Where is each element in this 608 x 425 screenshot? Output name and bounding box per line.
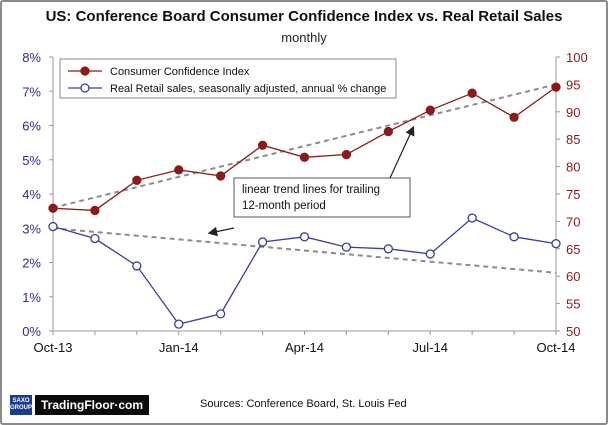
data-point [132,175,142,185]
annotation-text: linear trend lines for trailing [242,184,380,196]
y-left-tick-label: 5% [22,153,41,168]
data-point [551,239,561,249]
data-point [299,152,310,162]
annotation-text: 12-month period [242,200,326,212]
data-point [299,232,310,242]
y-right-tick-label: 80 [566,160,580,175]
y-right-tick-label: 50 [566,324,580,339]
data-point [174,319,184,329]
data-point [48,221,58,232]
x-tick-label: Oct-13 [33,340,72,355]
data-point [90,233,100,244]
legend-swatch-marker [80,83,90,93]
x-tick-label: Apr-14 [285,340,324,355]
y-right-tick-label: 75 [566,187,580,202]
y-left-tick-label: 8% [22,50,41,65]
data-point [257,140,268,150]
annotation-arrow [389,125,415,179]
data-point [425,249,435,259]
chart-title: US: Conference Board Consumer Confidence… [45,8,563,25]
y-right-tick-label: 55 [566,297,580,312]
data-point [341,149,352,160]
x-tick-label: Jan-14 [159,340,199,355]
y-left-tick-label: 2% [22,256,41,271]
data-point [509,232,519,242]
x-tick-label: Jul-14 [413,340,448,355]
legend-entry: Real Retail sales, seasonally adjusted, … [110,83,386,95]
chart-subtitle: monthly [281,30,327,45]
data-point [467,88,477,98]
legend-box [59,58,397,99]
logo-wordmark: TradingFloor·com [35,395,149,415]
data-point [509,112,519,122]
source-note: Sources: Conference Board, St. Louis Fed [200,398,407,410]
data-point [174,165,184,175]
logo-badge-line1: SAXO [12,398,30,404]
annotation-arrow [207,226,235,237]
y-left-tick-label: 7% [22,84,41,99]
data-point [383,126,393,137]
y-left-tick-label: 0% [22,324,41,339]
data-point [90,205,100,216]
trend-line [52,227,557,274]
saxo-group-badge: SAXO GROUP [10,395,32,415]
data-point [467,213,477,223]
y-left-tick-label: 3% [22,221,41,236]
data-point [425,105,435,115]
y-left-tick-label: 1% [22,290,41,305]
y-right-tick-label: 65 [566,242,580,257]
x-tick-label: Oct-14 [536,340,575,355]
y-right-tick-label: 90 [566,105,580,120]
data-point [216,309,226,319]
logo-badge-line2: GROUP [10,405,33,411]
y-right-tick-label: 85 [566,132,580,147]
data-point [341,242,352,252]
y-right-tick-label: 95 [566,77,580,92]
data-point [48,203,58,213]
y-right-tick-label: 60 [566,269,580,284]
annotation-box [233,177,411,218]
data-point [257,237,268,247]
y-right-tick-label: 100 [566,50,588,65]
legend-entry: Consumer Confidence Index [110,66,250,78]
tradingfloor-logo: SAXO GROUP TradingFloor·com [10,395,149,415]
data-point [216,171,226,181]
data-point [551,82,561,92]
data-point [132,261,142,271]
y-left-tick-label: 4% [22,187,41,202]
y-left-tick-label: 6% [22,119,41,134]
data-point [383,244,393,254]
y-right-tick-label: 70 [566,214,580,229]
legend-swatch-marker [80,66,90,76]
